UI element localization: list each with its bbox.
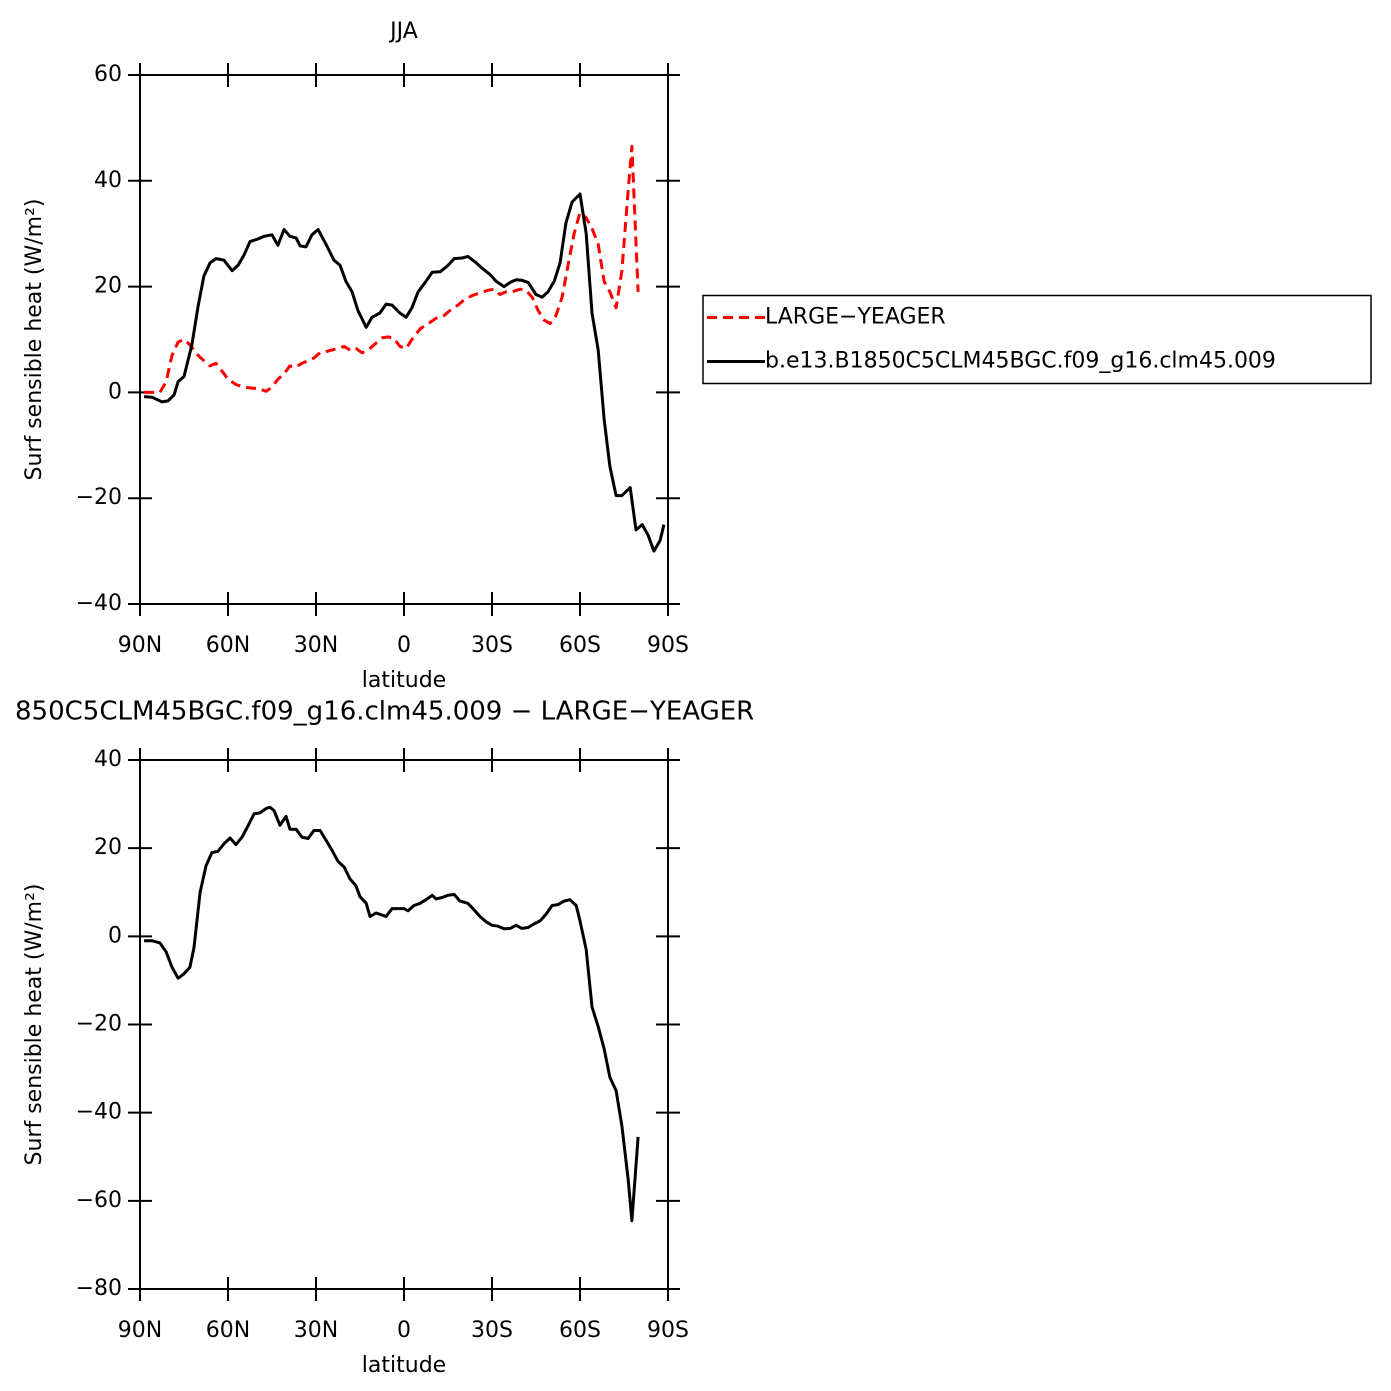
x-tick-label: 90S [647, 1318, 689, 1343]
y-tick-label: −80 [76, 1276, 122, 1301]
y-tick-label: 40 [94, 168, 122, 193]
x-tick-label: 60S [559, 1318, 601, 1343]
y-tick-label: 0 [108, 923, 122, 948]
legend-box [702, 294, 1372, 385]
x-tick-label: 60N [206, 1318, 250, 1343]
x-axis-title: latitude [362, 668, 446, 693]
x-tick-label: 30N [294, 633, 338, 658]
y-tick-label: −20 [76, 485, 122, 510]
x-tick-label: 0 [397, 633, 411, 658]
data-line [144, 144, 640, 394]
y-tick-label: 0 [108, 379, 122, 404]
x-tick-label: 30S [471, 1318, 513, 1343]
legend-label: LARGE−YEAGER [765, 305, 946, 330]
x-tick-label: 90S [647, 633, 689, 658]
y-tick-label: 60 [94, 62, 122, 87]
data-line [144, 805, 640, 1223]
x-tick-label: 60S [559, 633, 601, 658]
y-tick-label: −20 [76, 1012, 122, 1037]
x-tick-label: 0 [397, 1318, 411, 1343]
x-tick-label: 90N [118, 1318, 162, 1343]
x-tick-label: 30S [471, 633, 513, 658]
chart-title: 850C5CLM45BGC.f09_g16.clm45.009 − LARGE−… [15, 697, 754, 727]
y-tick-label: 20 [94, 835, 122, 860]
legend-label: b.e13.B1850C5CLM45BGC.f09_g16.clm45.009 [765, 349, 1276, 374]
y-tick-label: −40 [76, 1100, 122, 1125]
x-axis-title: latitude [362, 1353, 446, 1378]
y-axis-title: Surf sensible heat (W/m²) [22, 884, 47, 1166]
x-tick-label: 30N [294, 1318, 338, 1343]
x-tick-label: 90N [118, 633, 162, 658]
plot-frame [139, 759, 669, 1290]
plot-frame [139, 74, 669, 605]
y-tick-label: −60 [76, 1188, 122, 1213]
y-tick-label: −40 [76, 591, 122, 616]
y-tick-label: 20 [94, 274, 122, 299]
y-axis-title: Surf sensible heat (W/m²) [22, 199, 47, 481]
data-line [143, 192, 666, 553]
y-tick-label: 40 [94, 747, 122, 772]
x-tick-label: 60N [206, 633, 250, 658]
chart-title: JJA [388, 19, 418, 44]
